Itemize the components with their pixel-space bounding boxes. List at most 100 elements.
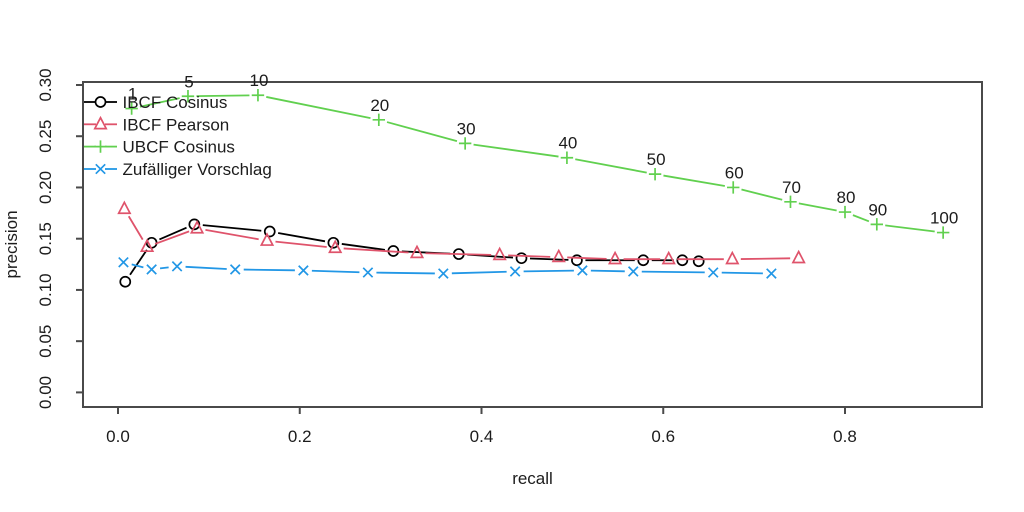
x-tick-label: 0.0 — [106, 427, 130, 446]
point-label: 20 — [370, 96, 389, 115]
point-label: 90 — [868, 200, 887, 219]
triangle-marker — [492, 246, 507, 261]
x-marker — [362, 267, 374, 278]
series-segment — [852, 214, 870, 223]
y-tick-label: 0.15 — [36, 222, 55, 255]
x-marker — [171, 261, 183, 272]
y-tick-label: 0.00 — [36, 376, 55, 409]
series-segment — [127, 215, 144, 241]
y-tick-label: 0.20 — [36, 171, 55, 204]
circle-marker — [692, 255, 705, 268]
point-label: 1 — [128, 85, 137, 104]
plus-marker — [784, 195, 797, 209]
circle-marker — [119, 275, 132, 288]
legend-label: IBCF Cosinus — [123, 93, 228, 112]
series-segment — [275, 240, 327, 248]
plus-marker — [936, 226, 950, 239]
series-segment — [131, 263, 144, 269]
x-marker — [298, 265, 309, 276]
y-axis: 0.00 0.05 0.10 0.15 0.20 0.25 0.30 — [36, 68, 83, 409]
point-label: 30 — [457, 119, 476, 138]
legend-entry: IBCF Cosinus — [84, 93, 227, 112]
circle-marker — [571, 254, 583, 267]
triangle-marker — [117, 200, 132, 215]
circle-marker — [676, 254, 689, 267]
y-tick-label: 0.25 — [36, 120, 55, 153]
y-tick-label: 0.10 — [36, 273, 55, 306]
series-segment — [205, 229, 259, 241]
triangle-marker — [607, 250, 623, 265]
circle-marker — [637, 254, 650, 267]
x-axis-title: recall — [512, 469, 553, 488]
series-segment — [473, 143, 559, 158]
series-zuf-lliger-vorschlag — [118, 256, 777, 279]
series-segment — [641, 270, 705, 274]
series-segment — [740, 257, 791, 260]
x-marker — [229, 264, 241, 275]
triangle-marker — [409, 244, 425, 259]
x-marker — [95, 163, 106, 175]
series-segment — [885, 224, 935, 233]
triangle-marker — [189, 220, 205, 234]
triangle-marker — [661, 250, 676, 265]
series-segment — [266, 96, 371, 120]
triangle-marker — [328, 239, 343, 254]
series-segment — [243, 268, 295, 272]
y-tick-label: 0.30 — [36, 68, 55, 101]
series-segment — [451, 270, 507, 275]
x-marker — [577, 265, 588, 276]
series-segment — [663, 174, 725, 187]
series-segment — [590, 269, 625, 273]
circle-marker — [327, 236, 340, 249]
plus-marker — [870, 218, 884, 231]
series-segment — [741, 188, 783, 201]
series-segment — [575, 158, 647, 174]
legend: IBCF Cosinus IBCF Pearson UBCF Cosinus Zufä… — [84, 93, 272, 179]
x-marker — [707, 267, 719, 278]
triangle-marker — [725, 250, 740, 265]
legend-entry: Zufälliger Vorschlag — [84, 160, 272, 179]
series-segment — [721, 271, 763, 275]
point-label: 50 — [647, 150, 666, 169]
plus-marker — [458, 137, 472, 150]
y-tick-label: 0.05 — [36, 325, 55, 358]
plus-marker — [125, 102, 138, 115]
plus-marker — [181, 90, 195, 103]
series-segment — [341, 243, 386, 251]
plus-marker — [727, 181, 740, 194]
circle-marker — [188, 218, 201, 231]
legend-label: Zufälliger Vorschlag — [123, 160, 272, 179]
point-label: 40 — [558, 134, 577, 153]
series-segment — [523, 269, 574, 273]
plus-marker — [838, 205, 852, 219]
x-marker — [766, 268, 777, 279]
series-segment — [277, 232, 326, 243]
series-ubcf-cosinus: 1 5 10 20 30 40 50 60 70 80 90 100 — [125, 71, 958, 239]
circle-marker — [515, 252, 528, 265]
series-segment — [343, 247, 409, 254]
series-segment — [425, 252, 492, 256]
series-segment — [185, 265, 227, 270]
x-marker — [509, 266, 521, 277]
triangle-marker — [93, 115, 108, 130]
plus-marker — [251, 89, 265, 102]
x-marker — [627, 266, 639, 277]
x-marker — [146, 264, 157, 275]
y-axis-title: precision — [2, 210, 21, 278]
series-segment — [159, 266, 169, 270]
point-label: 10 — [249, 71, 268, 90]
series-segment — [529, 257, 569, 261]
series-segment — [376, 271, 435, 275]
series-segment — [567, 256, 607, 260]
legend-entry: IBCF Pearson — [84, 115, 229, 134]
series-segment — [139, 97, 180, 108]
legend-entry: UBCF Cosinus — [84, 138, 235, 157]
series-ibcf-cosinus — [119, 218, 705, 288]
series-segment — [129, 249, 148, 276]
series-segment — [508, 254, 551, 258]
point-label: 60 — [725, 163, 744, 182]
x-axis: 0.0 0.2 0.4 0.6 0.8 — [106, 407, 857, 446]
circle-marker — [263, 225, 276, 238]
